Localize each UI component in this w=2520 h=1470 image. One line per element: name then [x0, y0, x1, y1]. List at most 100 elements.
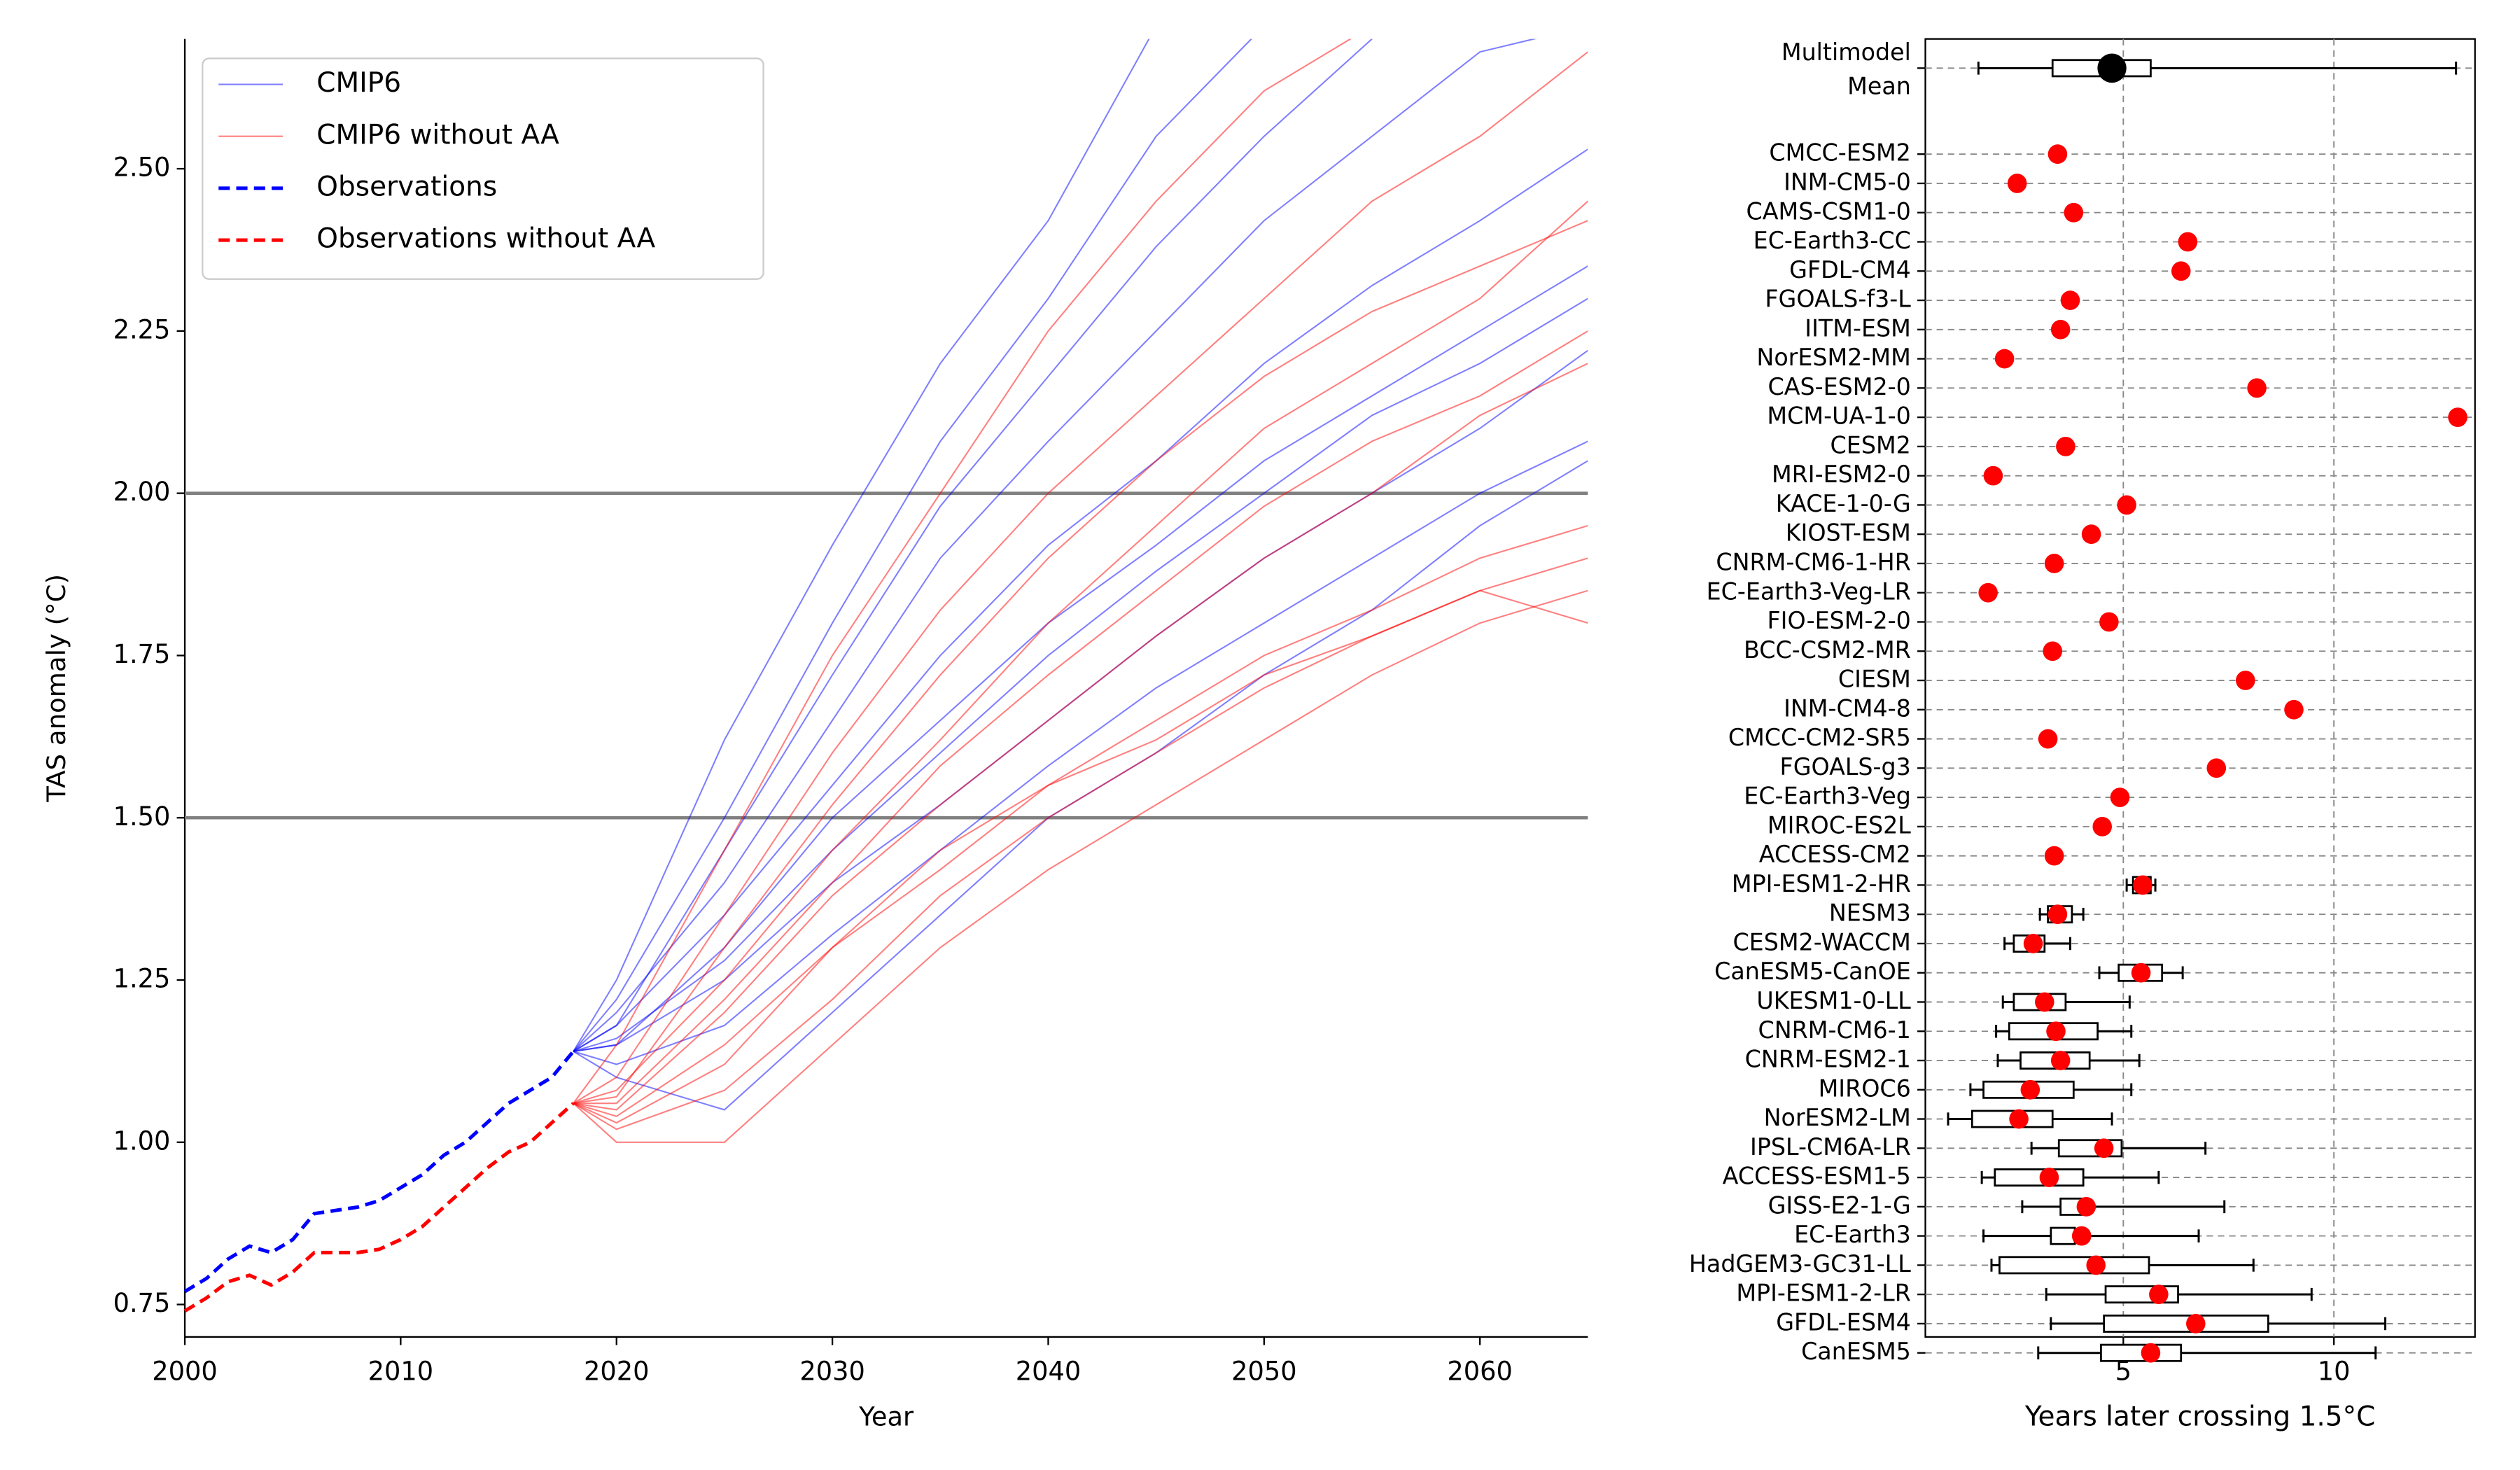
model-lines	[573, 38, 1588, 1143]
dot	[2097, 53, 2127, 83]
x-tick-label: 2020	[584, 1356, 649, 1386]
y-tick-label: HadGEM3-GC31-LL	[1689, 1250, 1911, 1278]
x-tick-label: 2040	[1016, 1356, 1081, 1386]
legend-frame	[202, 57, 764, 280]
y-tick-label: 2.50	[113, 152, 171, 182]
y-tick-label: UKESM1-0-LL	[1756, 987, 1911, 1014]
model-line	[573, 220, 1588, 1105]
y-tick-label: IPSL-CM6A-LR	[1750, 1133, 1911, 1161]
dot	[2081, 524, 2101, 545]
dot	[2206, 758, 2227, 778]
y-tick-label: IITM-ESM	[1805, 314, 1911, 342]
y-tick-label: MIROC-ES2L	[1768, 811, 1911, 839]
model-line	[573, 589, 1588, 1143]
model-line	[573, 148, 1588, 1052]
dot	[2020, 1079, 2040, 1100]
y-tick-label: EC-Earth3-Veg-LR	[1707, 578, 1911, 605]
dot	[2043, 641, 2062, 662]
y-tick-label: INM-CM5-0	[1784, 168, 1911, 195]
model-line	[573, 440, 1588, 1065]
y-tick-label: MPI-ESM1-2-LR	[1736, 1280, 1910, 1307]
y-tick-label: 0.75	[113, 1288, 171, 1318]
y-tick-label: 1.50	[113, 802, 171, 832]
dot	[2094, 1138, 2114, 1158]
y-tick-label: ACCESS-ESM1-5	[1723, 1162, 1911, 1189]
y-tick-label: CanESM5-CanOE	[1714, 958, 1911, 985]
y-tick-label: CESM2-WACCM	[1732, 928, 1910, 955]
box	[2100, 1343, 2183, 1362]
dot	[2141, 1343, 2161, 1363]
y-tick-label: CMCC-CM2-SR5	[1728, 724, 1911, 751]
y-tick-label: NESM3	[1829, 899, 1911, 927]
dot	[2064, 202, 2084, 223]
dot	[1994, 349, 2015, 369]
legend-label: Observations	[316, 171, 497, 202]
y-tick-label: GFDL-ESM4	[1776, 1308, 1911, 1336]
x-tick-label: 2050	[1231, 1356, 1296, 1386]
dot	[2092, 816, 2112, 836]
model-line	[573, 200, 1588, 1105]
dot	[2023, 934, 2043, 953]
y-tick-label: KACE-1-0-G	[1776, 490, 1911, 517]
dot	[2099, 612, 2119, 632]
legend-label: CMIP6	[316, 67, 401, 99]
y-tick-label: MIROC6	[1819, 1074, 1911, 1102]
dot	[2171, 261, 2191, 281]
y-tick-label: ACCESS-CM2	[1759, 841, 1911, 868]
y-tick-label: EC-Earth3-CC	[1754, 227, 1911, 254]
dot	[2071, 1226, 2092, 1246]
x-tick-label: 2060	[1447, 1356, 1512, 1386]
y-tick-label: GISS-E2-1-G	[1768, 1191, 1911, 1219]
dot	[2178, 232, 2198, 252]
dot	[2247, 378, 2267, 398]
dot	[2284, 699, 2304, 720]
y-tick-label: CNRM-CM6-1	[1758, 1016, 1911, 1044]
dot	[2047, 904, 2068, 925]
dot	[2133, 875, 2152, 895]
observation-line	[183, 1050, 575, 1294]
y-tick-label: FIO-ESM-2-0	[1768, 607, 1911, 634]
dot	[2131, 962, 2151, 983]
dot	[2117, 495, 2136, 515]
dot	[2149, 1284, 2169, 1305]
x-tick-label: 2000	[152, 1356, 217, 1386]
y-tick-label: MPI-ESM1-2-HR	[1732, 870, 1911, 897]
y-tick-label: INM-CM4-8	[1784, 694, 1911, 722]
box	[2050, 1226, 2076, 1245]
model-line	[573, 38, 1253, 1052]
model-line	[573, 38, 1150, 1052]
y-tick-label: 1.00	[113, 1126, 171, 1156]
y-tick-label: CanESM5	[1801, 1338, 1911, 1365]
box	[1998, 1256, 2150, 1275]
x-tick-label: 10	[2318, 1356, 2351, 1386]
dot	[2448, 407, 2468, 428]
model-line	[573, 265, 1588, 1053]
dot	[2110, 788, 2130, 808]
y-tick-label: GFDL-CM4	[1789, 256, 1911, 284]
y-tick-label: 1.75	[113, 639, 171, 669]
dot	[2186, 1314, 2206, 1334]
dot	[2076, 1196, 2096, 1217]
dot	[1983, 465, 2003, 486]
y-tick-label: 2.25	[113, 314, 171, 344]
y-tick-label: NorESM2-LM	[1764, 1104, 1911, 1131]
dot	[2060, 290, 2080, 310]
y-tick-label: CAS-ESM2-0	[1768, 373, 1910, 400]
y-tick-label: CAMS-CSM1-0	[1746, 197, 1911, 225]
x-tick-label: 2010	[368, 1356, 433, 1386]
model-line	[573, 38, 1373, 1052]
model-line	[573, 363, 1588, 1111]
dot	[2050, 1051, 2071, 1070]
x-axis-label: Year	[858, 1401, 914, 1432]
y-tick-label: Multimodel	[1782, 38, 1911, 66]
x-axis-label: Years later crossing 1.5°C	[2024, 1401, 2376, 1432]
model-line	[573, 589, 1588, 1117]
y-tick-label: 1.25	[113, 963, 171, 993]
y-tick-label: EC-Earth3-Veg	[1744, 782, 1911, 809]
y-tick-label: CNRM-CM6-1-HR	[1716, 548, 1910, 575]
y-tick-label: 2.00	[113, 477, 171, 507]
model-line	[573, 524, 1588, 1124]
box	[1994, 1168, 2085, 1187]
y-tick-label: BCC-CSM2-MR	[1744, 636, 1911, 664]
